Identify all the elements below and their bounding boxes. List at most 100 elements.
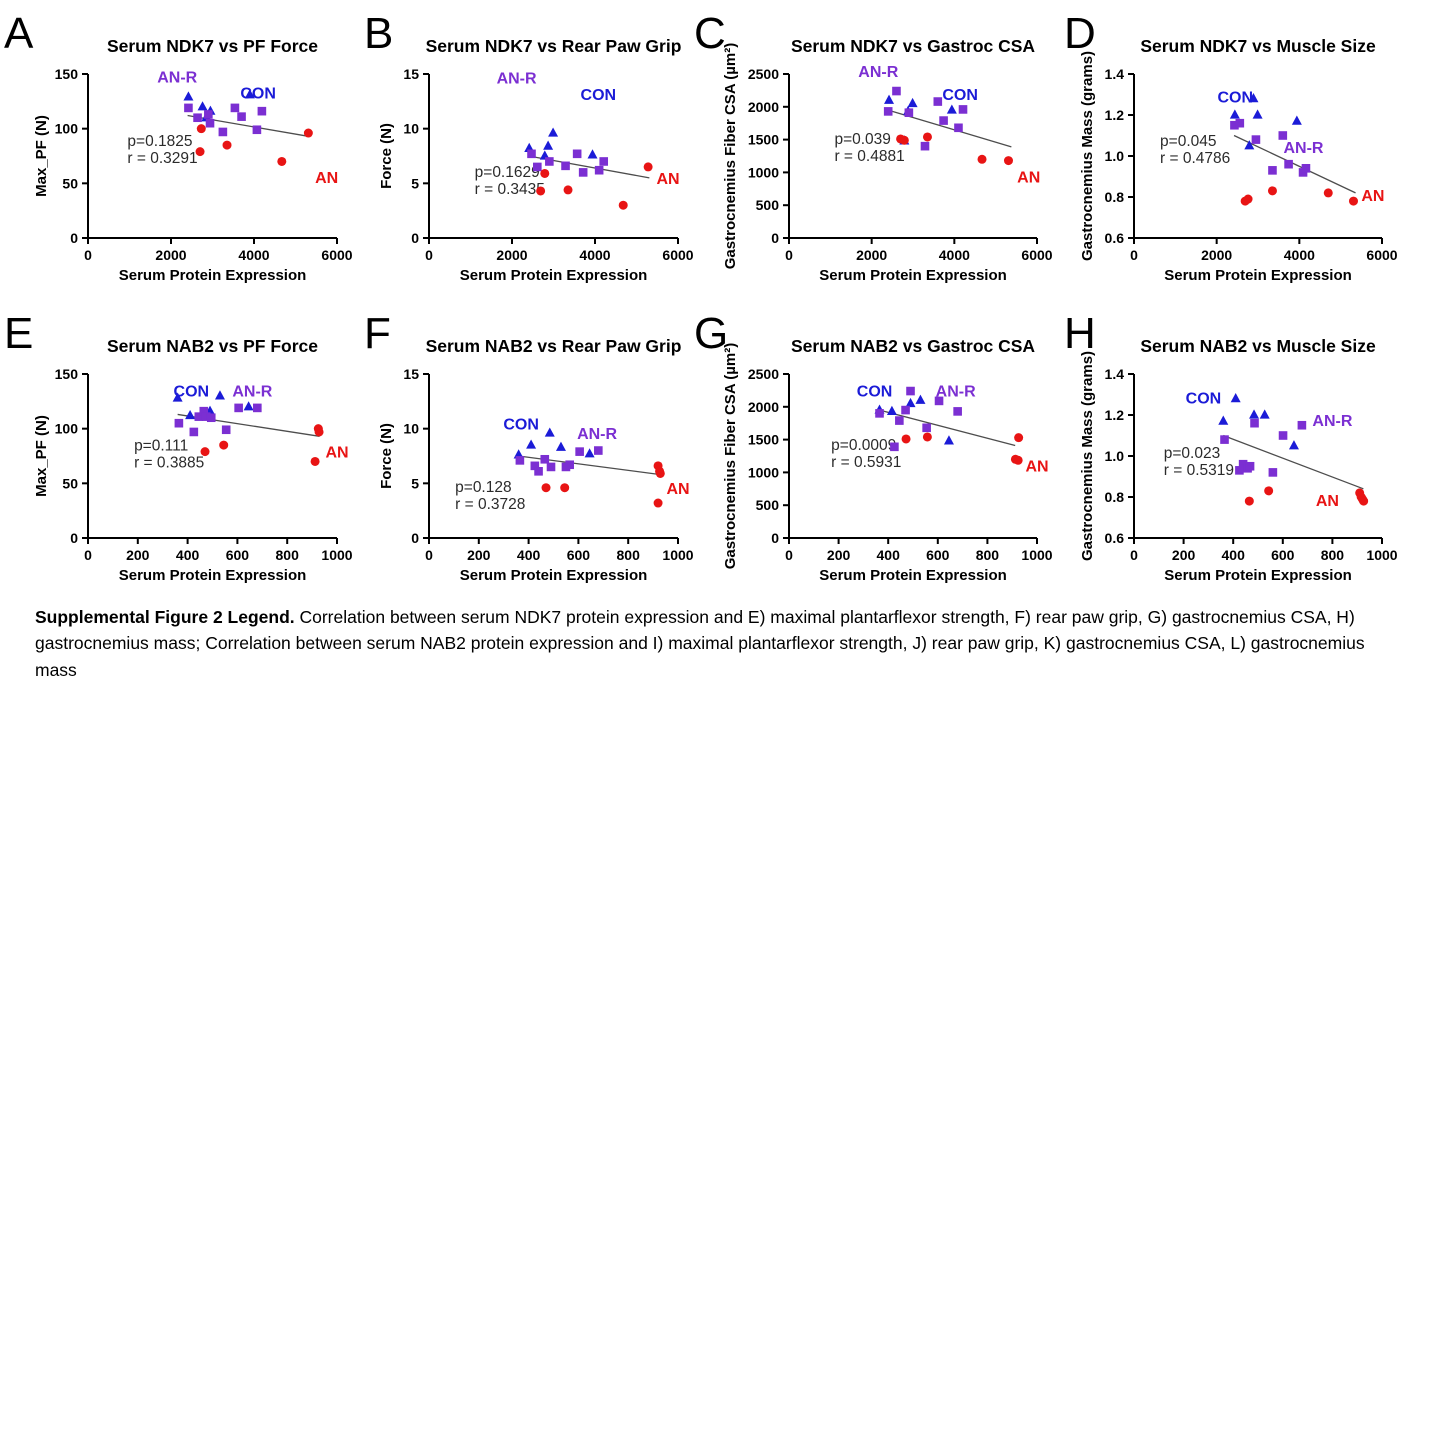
stats-line: p=0.1825 xyxy=(127,133,192,150)
data-point-AN-R xyxy=(534,467,543,476)
group-label-AN: AN xyxy=(1361,188,1384,205)
data-point-AN-R xyxy=(218,127,228,137)
data-point-AN xyxy=(195,147,205,157)
y-axis-label: Max_PF (N) xyxy=(33,115,50,197)
y-axis-label: Force (N) xyxy=(378,123,395,189)
data-point-AN-R xyxy=(193,113,202,123)
data-point-AN-R xyxy=(561,161,570,171)
stats-line: r = 0.3728 xyxy=(455,496,525,513)
stats-line: r = 0.4881 xyxy=(834,148,904,165)
y-tick-label: 1500 xyxy=(748,432,779,448)
caption-body: Correlation between serum NDK7 protein e… xyxy=(35,607,1365,680)
x-axis-label: Serum Protein Expression xyxy=(119,267,307,284)
data-point-AN-R xyxy=(1268,468,1278,477)
y-tick-label: 100 xyxy=(55,421,79,437)
chart-title: Serum NAB2 vs Gastroc CSA xyxy=(791,336,1035,356)
x-tick-label: 600 xyxy=(226,547,250,563)
data-point-AN xyxy=(977,154,987,164)
x-tick-label: 0 xyxy=(785,547,793,563)
data-point-CON xyxy=(946,104,957,114)
y-tick-label: 0 xyxy=(771,230,779,246)
data-point-AN-R xyxy=(892,86,901,96)
data-point-CON xyxy=(183,91,194,101)
data-point-CON xyxy=(1252,109,1263,119)
chart-title: Serum NDK7 vs Muscle Size xyxy=(1140,36,1376,56)
panel-F: F Serum NAB2 vs Rear Paw Grip 0 200 400 600 80… xyxy=(360,300,694,600)
data-point-CON xyxy=(555,441,566,451)
panel-A: A Serum NDK7 vs PF Force 0 2000 4000 6000 0 50 1… xyxy=(0,0,360,300)
y-tick-label: 1.4 xyxy=(1105,66,1125,82)
x-tick-label: 400 xyxy=(1222,547,1246,563)
data-point-AN-R xyxy=(1238,459,1248,469)
data-point-AN-R xyxy=(201,412,211,421)
data-point-AN-R xyxy=(895,416,904,425)
data-point-CON xyxy=(905,397,916,408)
data-point-AN xyxy=(1264,486,1274,496)
data-point-CON xyxy=(907,97,918,108)
panel-H-letter: H xyxy=(1064,309,1096,358)
x-tick-label: 800 xyxy=(976,547,1000,563)
data-point-AN-R xyxy=(234,403,243,413)
figure-grid: A Serum NDK7 vs PF Force 0 2000 4000 6000 0 50 1… xyxy=(0,0,1440,600)
y-axis-label: Max_PF (N) xyxy=(33,415,50,497)
x-axis-label: Serum Protein Expression xyxy=(460,567,648,584)
panel-H: H Serum NAB2 vs Muscle Size 0 200 400 600 800 1… xyxy=(1060,300,1440,600)
data-point-AN-R xyxy=(189,427,199,437)
data-point-AN-R xyxy=(530,461,540,471)
data-point-AN-R xyxy=(939,116,948,125)
group-label-CON: CON xyxy=(240,86,276,103)
data-point-AN-R xyxy=(230,103,240,113)
panel-G-chart: G Serum NAB2 vs Gastroc CSA 0 200 400 600 800 1… xyxy=(694,309,1053,584)
panel-A-chart: A Serum NDK7 vs PF Force 0 2000 4000 6000 0 50 1… xyxy=(4,9,353,284)
x-tick-label: 600 xyxy=(1271,547,1295,563)
panel-E: E Serum NAB2 vs PF Force 0 200 400 600 800 1000… xyxy=(0,300,360,600)
y-tick-label: 0 xyxy=(411,530,419,546)
y-tick-label: 2000 xyxy=(748,399,779,415)
x-tick-label: 200 xyxy=(827,547,851,563)
trend-line xyxy=(1223,434,1364,490)
group-label-CON: CON xyxy=(581,87,617,104)
y-tick-label: 50 xyxy=(62,475,78,491)
data-point-AN xyxy=(1003,156,1013,166)
data-point-AN xyxy=(643,162,653,172)
panel-B-chart: B Serum NDK7 vs Rear Paw Grip 0 2000 4000 600… xyxy=(364,9,694,284)
panel-A-letter: A xyxy=(4,9,34,58)
y-axis-label: Force (N) xyxy=(378,423,395,489)
data-point-CON xyxy=(526,439,537,449)
y-tick-label: 150 xyxy=(55,66,79,82)
x-tick-label: 2000 xyxy=(496,247,527,263)
data-point-AN xyxy=(560,483,570,493)
y-tick-label: 0 xyxy=(411,230,419,246)
stats-line: p=0.045 xyxy=(1160,133,1216,150)
group-label-AN: AN xyxy=(325,445,348,462)
data-point-CON xyxy=(244,89,255,99)
data-point-AN xyxy=(1323,188,1333,198)
panel-H-chart: H Serum NAB2 vs Muscle Size 0 200 400 600 800 1… xyxy=(1064,309,1398,584)
axes xyxy=(87,374,337,539)
stats-line: p=0.039 xyxy=(834,131,890,148)
x-tick-label: 400 xyxy=(517,547,541,563)
chart-title: Serum NAB2 vs PF Force xyxy=(107,336,318,356)
x-tick-label: 0 xyxy=(425,547,433,563)
data-point-AN-R xyxy=(1235,118,1245,128)
data-point-AN xyxy=(277,156,287,166)
group-label-AN-R: AN-R xyxy=(858,64,898,81)
x-tick-label: 2000 xyxy=(1201,247,1232,263)
data-point-AN-R xyxy=(934,396,944,406)
data-point-AN-R xyxy=(1301,164,1311,173)
chart-title: Serum NAB2 vs Muscle Size xyxy=(1140,336,1376,356)
y-tick-label: 1.2 xyxy=(1105,107,1125,123)
data-point-CON xyxy=(943,435,954,445)
y-tick-label: 2000 xyxy=(748,99,779,115)
x-tick-label: 0 xyxy=(84,547,92,563)
x-axis-label: Serum Protein Expression xyxy=(1164,267,1352,284)
stats-line: p=0.128 xyxy=(455,479,511,496)
data-point-AN-R xyxy=(257,106,267,116)
stats-line: r = 0.5319 xyxy=(1164,462,1234,479)
data-point-CON xyxy=(1244,140,1255,150)
data-point-CON xyxy=(1259,409,1270,419)
x-tick-label: 6000 xyxy=(321,247,352,263)
x-tick-label: 1000 xyxy=(321,547,352,563)
axes xyxy=(428,74,678,239)
data-point-AN-R xyxy=(922,423,931,433)
